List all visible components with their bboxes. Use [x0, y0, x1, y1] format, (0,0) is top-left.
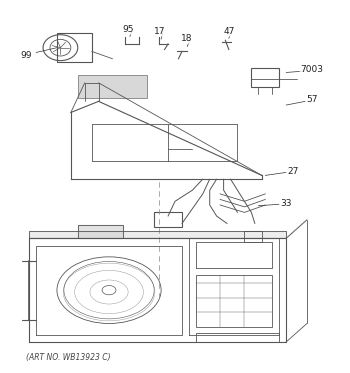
Text: 99: 99	[20, 51, 32, 60]
FancyBboxPatch shape	[78, 75, 147, 98]
Text: 17: 17	[154, 26, 165, 35]
Text: 27: 27	[287, 167, 299, 176]
Text: 57: 57	[306, 95, 318, 104]
Text: 33: 33	[280, 199, 292, 208]
Text: 47: 47	[223, 26, 235, 35]
Text: 7003: 7003	[301, 65, 324, 74]
Text: 95: 95	[122, 25, 134, 34]
Polygon shape	[29, 220, 307, 238]
Text: 18: 18	[181, 34, 193, 43]
Text: (ART NO. WB13923 C): (ART NO. WB13923 C)	[26, 353, 110, 362]
Polygon shape	[29, 231, 286, 238]
Polygon shape	[78, 225, 123, 238]
